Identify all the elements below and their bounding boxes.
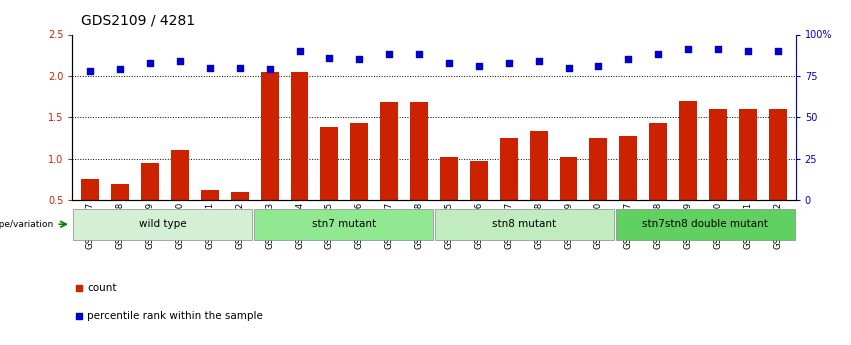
Text: stn8 mutant: stn8 mutant	[493, 219, 557, 229]
Bar	[410, 102, 428, 200]
Bar	[321, 127, 339, 200]
Bar	[201, 190, 219, 200]
Bar	[82, 179, 100, 200]
Bar	[679, 101, 697, 200]
Point	[502, 60, 516, 66]
Bar	[590, 138, 608, 200]
Point	[562, 65, 575, 70]
Point	[621, 57, 635, 62]
Bar	[290, 72, 308, 200]
Bar	[529, 131, 547, 200]
Point	[382, 52, 396, 57]
Point	[472, 63, 486, 69]
Point	[233, 65, 247, 70]
Bar	[440, 157, 458, 200]
Point	[771, 48, 785, 54]
Point	[293, 48, 306, 54]
Point	[711, 47, 725, 52]
Bar	[739, 109, 757, 200]
Text: genotype/variation: genotype/variation	[0, 220, 54, 229]
Point	[173, 58, 186, 64]
FancyBboxPatch shape	[73, 209, 252, 240]
Bar	[649, 123, 667, 200]
Point	[591, 63, 605, 69]
Point	[263, 67, 277, 72]
Bar	[620, 136, 637, 200]
Text: wild type: wild type	[139, 219, 186, 229]
Point	[532, 58, 545, 64]
Bar	[768, 109, 786, 200]
Bar	[141, 163, 159, 200]
Point	[113, 67, 127, 72]
Text: count: count	[88, 283, 117, 293]
Text: stn7 mutant: stn7 mutant	[311, 219, 375, 229]
Text: percentile rank within the sample: percentile rank within the sample	[88, 311, 263, 321]
Text: GDS2109 / 4281: GDS2109 / 4281	[81, 14, 195, 28]
Point	[83, 68, 97, 74]
Point	[203, 65, 217, 70]
Text: stn7stn8 double mutant: stn7stn8 double mutant	[643, 219, 768, 229]
FancyBboxPatch shape	[254, 209, 433, 240]
Bar	[380, 102, 398, 200]
Bar	[351, 123, 368, 200]
Bar	[560, 157, 578, 200]
Bar	[500, 138, 517, 200]
Bar	[111, 184, 129, 200]
FancyBboxPatch shape	[435, 209, 614, 240]
Point	[443, 60, 456, 66]
Bar	[260, 72, 278, 200]
Point	[741, 48, 755, 54]
Bar	[171, 150, 189, 200]
Point	[651, 52, 665, 57]
Point	[143, 60, 157, 66]
Point	[682, 47, 695, 52]
Bar	[231, 192, 248, 200]
Point	[336, 156, 350, 162]
Bar	[709, 109, 727, 200]
Bar	[470, 161, 488, 200]
FancyBboxPatch shape	[616, 209, 795, 240]
Point	[323, 55, 336, 60]
Point	[412, 52, 426, 57]
Point	[352, 57, 366, 62]
